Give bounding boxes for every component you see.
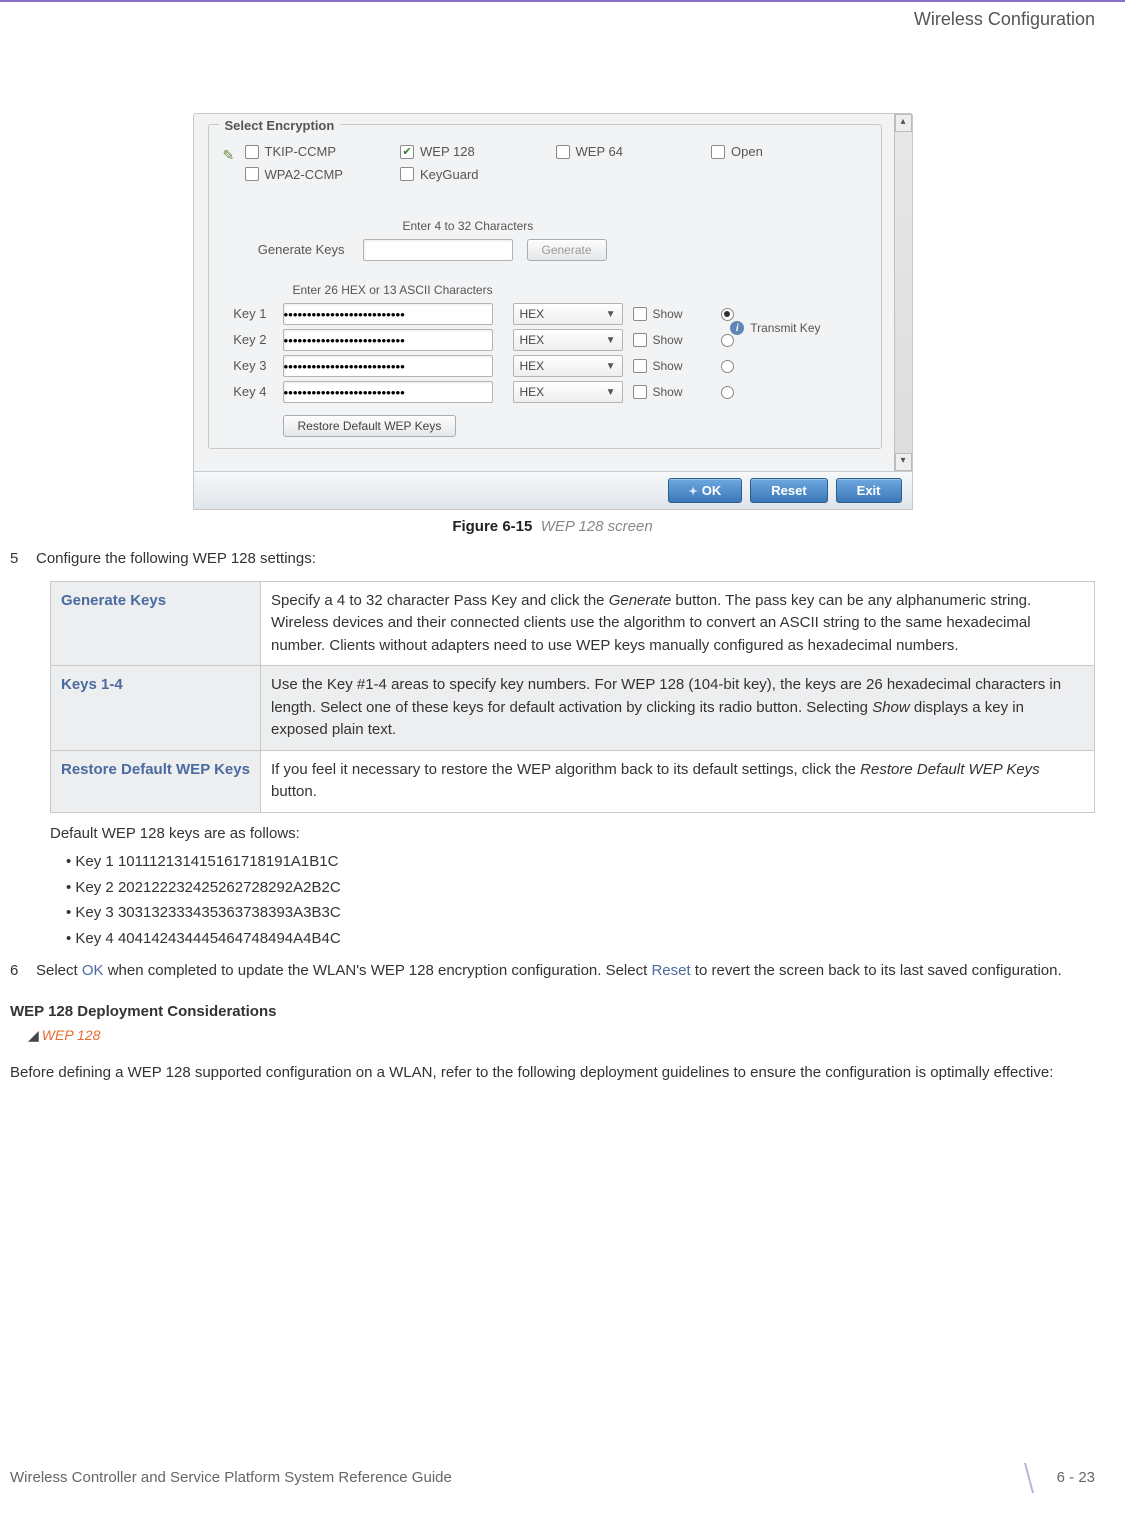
step-number: 5 bbox=[10, 548, 36, 571]
ui-panel: Select Encryption ✎ TKIP-CCMP WPA2-CCMP … bbox=[193, 113, 913, 510]
restore-default-wep-keys-button[interactable]: Restore Default WEP Keys bbox=[283, 415, 457, 437]
chevron-down-icon: ▼ bbox=[606, 307, 616, 322]
config-label: Keys 1-4 bbox=[51, 666, 261, 751]
config-label: Generate Keys bbox=[51, 581, 261, 666]
config-description: Specify a 4 to 32 character Pass Key and… bbox=[261, 581, 1095, 666]
page-footer: Wireless Controller and Service Platform… bbox=[0, 1463, 1125, 1493]
chevron-down-icon: ▼ bbox=[606, 385, 616, 400]
checkbox-icon bbox=[245, 167, 259, 181]
bottom-bar: ✦OK Reset Exit bbox=[194, 471, 912, 509]
select-encryption-fieldset: Select Encryption ✎ TKIP-CCMP WPA2-CCMP … bbox=[208, 124, 882, 449]
checkbox-icon bbox=[633, 359, 647, 373]
screenshot-figure: Select Encryption ✎ TKIP-CCMP WPA2-CCMP … bbox=[193, 113, 913, 538]
reset-button[interactable]: Reset bbox=[750, 478, 827, 503]
list-item: Key 1 101112131415161718191A1B1C bbox=[66, 851, 1095, 874]
opt-tkip-ccmp[interactable]: TKIP-CCMP bbox=[245, 142, 401, 162]
list-item: Key 2 202122232425262728292A2B2C bbox=[66, 877, 1095, 900]
footer-title: Wireless Controller and Service Platform… bbox=[10, 1467, 452, 1490]
generate-keys-input[interactable] bbox=[363, 239, 513, 261]
checkbox-icon bbox=[633, 307, 647, 321]
opt-wep64[interactable]: WEP 64 bbox=[556, 142, 712, 162]
star-icon: ✦ bbox=[689, 486, 698, 498]
default-keys-list: Key 1 101112131415161718191A1B1C Key 2 20… bbox=[66, 851, 1095, 950]
key-label: Key 2 bbox=[223, 330, 283, 350]
checkbox-icon bbox=[633, 333, 647, 347]
opt-wep128[interactable]: ✔WEP 128 bbox=[400, 142, 556, 162]
figure-caption: Figure 6-15 WEP 128 screen bbox=[193, 516, 913, 539]
transmit-key-radio[interactable] bbox=[721, 386, 734, 399]
checkbox-icon bbox=[711, 145, 725, 159]
key-row: Key 4 HEX▼ Show bbox=[223, 381, 867, 403]
fieldset-title: Select Encryption bbox=[219, 116, 341, 136]
info-icon: i bbox=[730, 321, 744, 335]
transmit-key-radio[interactable] bbox=[721, 360, 734, 373]
chevron-down-icon: ▼ bbox=[606, 333, 616, 348]
show-checkbox[interactable]: Show bbox=[633, 305, 683, 323]
checkbox-icon bbox=[556, 145, 570, 159]
checkbox-icon bbox=[633, 385, 647, 399]
key-input[interactable] bbox=[283, 381, 493, 403]
keys-hint: Enter 26 HEX or 13 ASCII Characters bbox=[293, 281, 867, 299]
arrow-icon: ◢ bbox=[28, 1027, 39, 1043]
table-row: Keys 1-4Use the Key #1-4 areas to specif… bbox=[51, 666, 1095, 751]
key-label: Key 4 bbox=[223, 382, 283, 402]
header-section-title: Wireless Configuration bbox=[0, 2, 1125, 33]
key-input[interactable] bbox=[283, 355, 493, 377]
config-description: If you feel it necessary to restore the … bbox=[261, 750, 1095, 812]
step-number: 6 bbox=[10, 960, 36, 983]
table-row: Restore Default WEP KeysIf you feel it n… bbox=[51, 750, 1095, 812]
show-checkbox[interactable]: Show bbox=[633, 331, 683, 349]
transmit-key-header: i Transmit Key bbox=[730, 319, 820, 337]
list-item: Key 3 303132333435363738393A3B3C bbox=[66, 902, 1095, 925]
key-label: Key 1 bbox=[223, 304, 283, 324]
default-keys-intro: Default WEP 128 keys are as follows: bbox=[50, 823, 1095, 846]
config-description: Use the Key #1-4 areas to specify key nu… bbox=[261, 666, 1095, 751]
config-label: Restore Default WEP Keys bbox=[51, 750, 261, 812]
key-input[interactable] bbox=[283, 329, 493, 351]
generate-keys-label: Generate Keys bbox=[223, 240, 363, 260]
page-number: 6 - 23 bbox=[1057, 1467, 1095, 1490]
exit-button[interactable]: Exit bbox=[836, 478, 902, 503]
edit-icon: ✎ bbox=[223, 145, 239, 166]
breadcrumb: ◢WEP 128 bbox=[28, 1025, 1095, 1046]
deployment-body: Before defining a WEP 128 supported conf… bbox=[10, 1062, 1095, 1085]
key-format-select[interactable]: HEX▼ bbox=[513, 355, 623, 377]
show-checkbox[interactable]: Show bbox=[633, 357, 683, 375]
key-input[interactable] bbox=[283, 303, 493, 325]
key-format-select[interactable]: HEX▼ bbox=[513, 329, 623, 351]
chevron-down-icon: ▼ bbox=[606, 359, 616, 374]
list-item: Key 4 404142434445464748494A4B4C bbox=[66, 928, 1095, 951]
deployment-heading: WEP 128 Deployment Considerations bbox=[10, 1001, 1095, 1024]
encryption-options: TKIP-CCMP WPA2-CCMP ✔WEP 128 KeyGuard WE… bbox=[245, 139, 867, 187]
checkbox-icon bbox=[400, 167, 414, 181]
checkbox-icon: ✔ bbox=[400, 145, 414, 159]
opt-wpa2-ccmp[interactable]: WPA2-CCMP bbox=[245, 165, 401, 185]
generate-hint: Enter 4 to 32 Characters bbox=[403, 217, 867, 235]
key-format-select[interactable]: HEX▼ bbox=[513, 303, 623, 325]
config-table: Generate KeysSpecify a 4 to 32 character… bbox=[50, 581, 1095, 813]
generate-button[interactable]: Generate bbox=[527, 239, 607, 261]
scrollbar[interactable] bbox=[894, 114, 912, 471]
step6-text: Select OK when completed to update the W… bbox=[36, 960, 1062, 983]
opt-keyguard[interactable]: KeyGuard bbox=[400, 165, 556, 185]
checkbox-icon bbox=[245, 145, 259, 159]
opt-open[interactable]: Open bbox=[711, 142, 867, 162]
key-format-select[interactable]: HEX▼ bbox=[513, 381, 623, 403]
show-checkbox[interactable]: Show bbox=[633, 383, 683, 401]
ok-button[interactable]: ✦OK bbox=[668, 478, 743, 503]
key-row: Key 3 HEX▼ Show bbox=[223, 355, 867, 377]
table-row: Generate KeysSpecify a 4 to 32 character… bbox=[51, 581, 1095, 666]
key-label: Key 3 bbox=[223, 356, 283, 376]
page-slash-icon bbox=[1009, 1463, 1049, 1493]
step5-text: Configure the following WEP 128 settings… bbox=[36, 548, 316, 571]
